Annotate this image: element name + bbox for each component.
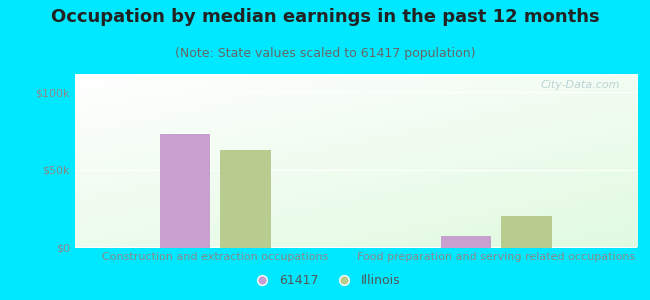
Bar	[220, 150, 271, 247]
Legend: 61417, Illinois: 61417, Illinois	[244, 269, 406, 292]
Text: City-Data.com: City-Data.com	[541, 80, 620, 91]
Text: (Note: State values scaled to 61417 population): (Note: State values scaled to 61417 popu…	[175, 46, 475, 59]
Bar	[441, 236, 491, 248]
Bar	[502, 216, 552, 247]
Text: Occupation by median earnings in the past 12 months: Occupation by median earnings in the pas…	[51, 8, 599, 26]
Bar	[160, 134, 210, 247]
